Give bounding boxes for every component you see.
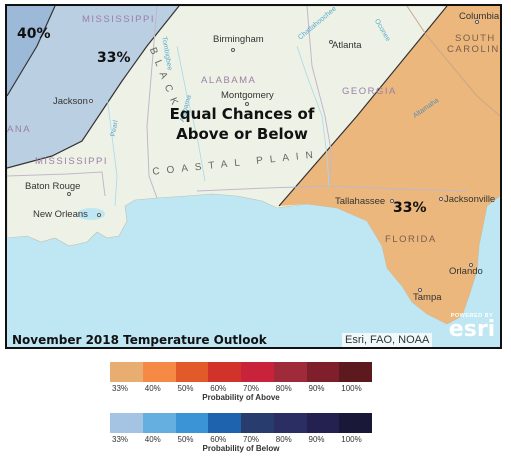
legend-above-tick-label: 70%	[243, 384, 260, 393]
state-label-south-carolina-2: CAROLINA	[447, 44, 502, 55]
legend-above-swatch	[142, 362, 176, 382]
legend-above-tick-label: 40%	[144, 384, 161, 393]
legend-below-swatch	[142, 413, 176, 433]
legend-below: 33% 40% 50% 60% 70% 80% 90% 100% Probability of…	[110, 413, 372, 453]
legend-below-tick-label: 33%	[112, 435, 129, 444]
legend-above-tick-label: 80%	[275, 384, 292, 393]
state-label-south-carolina-1: SOUTH	[455, 33, 496, 44]
legend-below-tick-label: 60%	[210, 435, 227, 444]
below-boundary-inner	[7, 6, 56, 97]
legend-below-swatch	[241, 413, 274, 433]
city-marker-birmingham	[231, 48, 235, 52]
legend-below-tick-label: 50%	[177, 435, 194, 444]
legend-above-swatch	[306, 362, 340, 382]
city-label-columbia: Columbia	[459, 11, 500, 22]
city-marker-jacksonville	[439, 197, 443, 201]
state-label-mississippi-bottom: MISSISSIPPI	[35, 156, 108, 167]
esri-logo[interactable]: POWERED BY esri	[447, 313, 497, 345]
city-marker-baton-rouge	[67, 192, 71, 196]
city-label-baton-rouge: Baton Rouge	[25, 181, 81, 192]
legend-below-tick-label: 90%	[308, 435, 325, 444]
probability-label-below-outer: 33%	[97, 50, 131, 66]
city-label-new-orleans: New Orleans	[33, 209, 88, 220]
state-border-ms-al	[146, 6, 158, 199]
legend-above-swatch	[110, 362, 143, 382]
legend-below-swatch	[273, 413, 307, 433]
below-region-outer	[7, 6, 179, 168]
legend-below-tick-label: 40%	[144, 435, 161, 444]
legend-below-swatch	[110, 413, 143, 433]
city-marker-jackson	[89, 99, 93, 103]
legend-above-tick-label: 100%	[341, 384, 362, 393]
river-alabama	[176, 45, 206, 182]
legend-below-swatch	[306, 413, 340, 433]
above-region	[279, 6, 500, 324]
city-label-montgomery: Montgomery	[221, 90, 274, 101]
legend-below-tick-label: 100%	[341, 435, 362, 444]
city-marker-new-orleans	[97, 213, 101, 217]
city-marker-tallahassee	[390, 199, 394, 203]
map-frame[interactable]: MISSISSIPPI MISSISSIPPI ANA ALABAMA GEOR…	[5, 4, 502, 349]
city-label-birmingham: Birmingham	[213, 34, 264, 45]
legend-below-ticks: 33% 40% 50% 60% 70% 80% 90% 100%	[110, 435, 372, 444]
legend-above: 33% 40% 50% 60% 70% 80% 90% 100% Probability of…	[110, 362, 372, 402]
legend-above-tick-label: 50%	[177, 384, 194, 393]
probability-label-above-east: 33%	[393, 200, 427, 216]
state-label-louisiana-fragment: ANA	[7, 124, 32, 135]
city-label-orlando: Orlando	[449, 266, 483, 277]
legend-above-swatch	[339, 362, 372, 382]
city-marker-montgomery	[245, 102, 249, 106]
below-region-inner	[7, 6, 55, 96]
below-boundary-outer	[7, 6, 180, 169]
state-border-ga-sc	[406, 6, 500, 117]
state-border-ms-la	[7, 171, 106, 197]
legend-below-swatch	[339, 413, 372, 433]
map-canvas[interactable]	[7, 6, 500, 347]
probability-label-below-inner: 40%	[17, 26, 51, 42]
esri-wordmark: esri	[448, 317, 496, 342]
map-credit: Esri, FAO, NOAA	[342, 333, 433, 347]
city-label-tampa: Tampa	[413, 292, 442, 303]
legend-below-tick-label: 80%	[275, 435, 292, 444]
land-mass	[7, 6, 500, 325]
city-marker-tampa	[418, 288, 422, 292]
river-chattahoochee	[296, 45, 330, 187]
map-title: November 2018 Temperature Outlook	[12, 333, 267, 347]
legend-below-caption: Probability of Below	[202, 444, 280, 453]
legend-above-swatch	[175, 362, 209, 382]
lake-pontchartrain	[77, 208, 105, 220]
legend-below-swatch	[208, 413, 241, 433]
city-marker-columbia	[475, 20, 479, 24]
city-label-jacksonville: Jacksonville	[444, 194, 496, 205]
legend-above-swatch	[273, 362, 307, 382]
state-label-georgia: GEORGIA	[342, 86, 397, 97]
legend-below-tick-label: 70%	[243, 435, 260, 444]
city-label-tallahassee: Tallahassee	[335, 196, 386, 207]
legend-below-swatch	[175, 413, 209, 433]
legend-above-ticks: 33% 40% 50% 60% 70% 80% 90% 100%	[110, 384, 372, 393]
state-label-alabama: ALABAMA	[201, 75, 257, 86]
equal-chances-label: Equal Chances of Above or Below	[169, 105, 315, 143]
legend-above-swatch	[208, 362, 241, 382]
state-border-al-ga	[306, 6, 333, 187]
legend-above-tick-label: 60%	[210, 384, 227, 393]
legend-above-caption: Probability of Above	[202, 393, 280, 402]
legend-above-swatch	[241, 362, 274, 382]
river-pearl	[106, 95, 118, 207]
state-label-florida: FLORIDA	[385, 234, 437, 245]
city-marker-orlando	[469, 263, 473, 267]
city-label-atlanta: Atlanta	[332, 40, 362, 51]
legend-above-swatches	[110, 362, 372, 382]
legend-above-tick-label: 33%	[112, 384, 129, 393]
city-label-jackson: Jackson	[53, 96, 88, 107]
legend-below-swatches	[110, 413, 372, 433]
esri-powered-text: POWERED BY	[450, 313, 494, 319]
state-label-mississippi-top: MISSISSIPPI	[82, 14, 155, 25]
city-marker-atlanta	[329, 40, 333, 44]
above-boundary	[278, 6, 448, 207]
legend-above-tick-label: 90%	[308, 384, 325, 393]
